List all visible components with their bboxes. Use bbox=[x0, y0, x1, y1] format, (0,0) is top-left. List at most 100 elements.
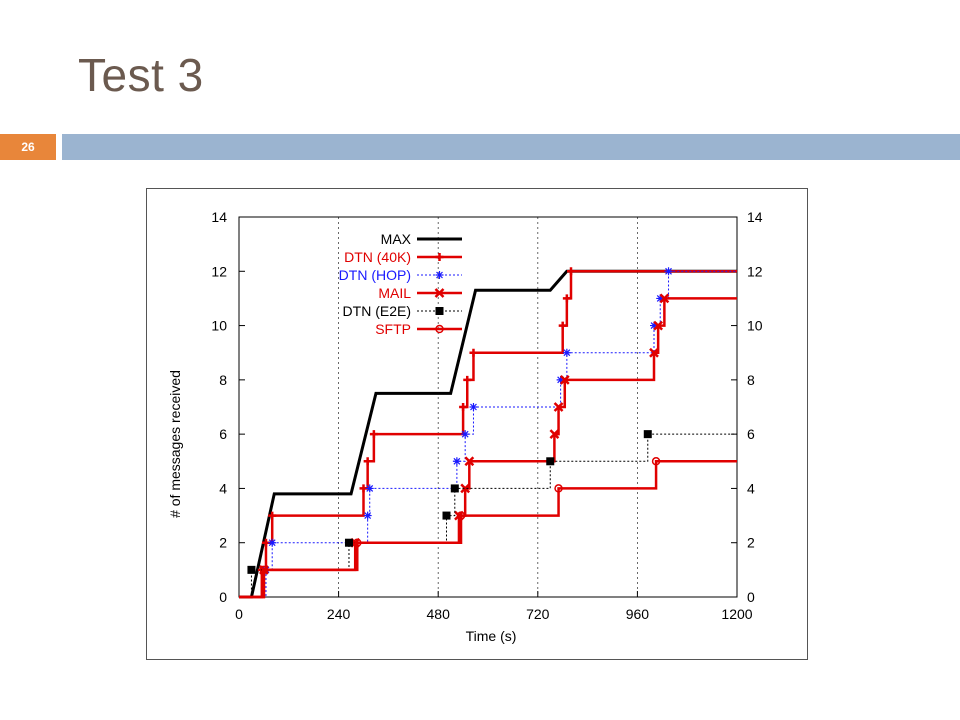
data-point bbox=[553, 402, 564, 412]
series-max bbox=[239, 269, 737, 599]
chart-frame: 0 0 2 2 4 4 6 6 8 8 10 10 12 12 14 14 0 240 480 720 960 1200 … bbox=[146, 188, 808, 660]
y-tick-label: 14 bbox=[211, 209, 227, 225]
data-point bbox=[650, 321, 658, 330]
series-layer bbox=[239, 267, 737, 599]
series-sftp bbox=[239, 457, 737, 599]
data-point bbox=[434, 288, 445, 298]
data-point bbox=[659, 293, 670, 304]
series-dtn-hop bbox=[239, 267, 737, 598]
y-axis-label: # of messages received bbox=[167, 370, 183, 518]
series-dtn-40k bbox=[239, 267, 737, 599]
data-point bbox=[549, 429, 560, 440]
data-point bbox=[558, 321, 567, 330]
x-tick-label: 720 bbox=[526, 606, 550, 622]
data-point bbox=[259, 565, 269, 575]
data-point bbox=[450, 484, 459, 493]
legend-label: DTN (40K) bbox=[344, 249, 411, 265]
data-point bbox=[562, 294, 571, 303]
data-point bbox=[268, 538, 277, 547]
data-point bbox=[461, 430, 470, 439]
data-point bbox=[656, 294, 665, 303]
slide-number: 26 bbox=[0, 134, 56, 160]
data-point bbox=[464, 456, 475, 467]
y-tick-label-right: 8 bbox=[747, 372, 755, 388]
data-point bbox=[562, 348, 571, 357]
x-axis-label: Time (s) bbox=[466, 628, 517, 644]
data-point bbox=[363, 511, 372, 520]
legend-entry: DTN (HOP) bbox=[339, 267, 462, 283]
data-point bbox=[442, 511, 451, 520]
data-point bbox=[649, 347, 659, 358]
y-tick-label-right: 0 bbox=[747, 589, 755, 605]
y-tick-label: 12 bbox=[211, 263, 227, 279]
data-point bbox=[469, 348, 478, 357]
y-tick-label-right: 4 bbox=[747, 480, 755, 496]
series-line bbox=[239, 460, 737, 599]
y-tick-label: 4 bbox=[219, 480, 227, 496]
legend-entry: DTN (E2E) bbox=[343, 303, 462, 319]
y-tick-label: 0 bbox=[219, 589, 227, 605]
x-tick-label: 960 bbox=[626, 606, 650, 622]
data-point bbox=[664, 267, 673, 276]
plot-border bbox=[238, 216, 738, 598]
legend-entry: DTN (40K) bbox=[344, 249, 462, 265]
data-point bbox=[435, 253, 444, 261]
series-line bbox=[239, 269, 737, 599]
series-line bbox=[239, 270, 737, 599]
data-point bbox=[456, 511, 466, 520]
series-mail bbox=[239, 293, 737, 599]
series-line bbox=[239, 270, 737, 598]
legend-label: MAX bbox=[381, 231, 412, 247]
data-point bbox=[653, 320, 664, 331]
series-dtn-e2e bbox=[239, 430, 737, 598]
y-tick-label: 10 bbox=[211, 318, 227, 334]
data-point bbox=[363, 457, 372, 466]
x-tick-label: 240 bbox=[327, 606, 351, 622]
data-point bbox=[435, 324, 444, 334]
slide-title: Test 3 bbox=[78, 49, 204, 101]
data-point bbox=[643, 430, 652, 439]
legend-layer: MAX DTN (40K) DTN (HOP) MAIL DTN (E2E) SFTP bbox=[339, 231, 462, 337]
data-point bbox=[554, 484, 563, 493]
data-point bbox=[459, 403, 468, 411]
y-tick-label-right: 12 bbox=[747, 263, 763, 279]
header-bar: 26 bbox=[0, 134, 960, 160]
y-tick-label-right: 2 bbox=[747, 535, 755, 551]
data-point bbox=[369, 430, 378, 439]
data-point bbox=[469, 403, 478, 411]
data-point bbox=[435, 307, 444, 315]
legend-label: DTN (HOP) bbox=[339, 267, 411, 283]
legend-label: MAIL bbox=[378, 285, 411, 301]
x-tick-label: 1200 bbox=[721, 606, 752, 622]
data-point bbox=[567, 267, 575, 276]
data-point bbox=[452, 457, 461, 466]
y-tick-label-right: 6 bbox=[747, 426, 755, 442]
legend-entry: MAIL bbox=[378, 285, 462, 301]
y-tick-label-right: 10 bbox=[747, 318, 763, 334]
data-point bbox=[247, 565, 256, 574]
data-point bbox=[463, 375, 472, 384]
data-point bbox=[651, 457, 661, 466]
data-point bbox=[344, 538, 353, 547]
accent-bar bbox=[62, 134, 960, 160]
x-tick-label: 480 bbox=[427, 606, 451, 622]
x-tick-label: 0 bbox=[235, 606, 243, 622]
data-point bbox=[559, 374, 570, 385]
legend-label: SFTP bbox=[375, 321, 411, 337]
data-point bbox=[365, 484, 374, 493]
data-point bbox=[353, 538, 362, 547]
y-tick-label-right: 14 bbox=[747, 209, 763, 225]
data-point bbox=[268, 511, 277, 520]
data-point bbox=[460, 483, 471, 494]
data-point bbox=[546, 457, 555, 466]
y-tick-label: 2 bbox=[219, 535, 227, 551]
y-tick-label: 6 bbox=[219, 426, 227, 442]
y-tick-label: 8 bbox=[219, 372, 227, 388]
series-line bbox=[239, 297, 737, 599]
legend-label: DTN (E2E) bbox=[343, 303, 411, 319]
data-point bbox=[435, 271, 444, 279]
legend-entry: SFTP bbox=[375, 321, 462, 337]
data-point bbox=[556, 375, 565, 384]
